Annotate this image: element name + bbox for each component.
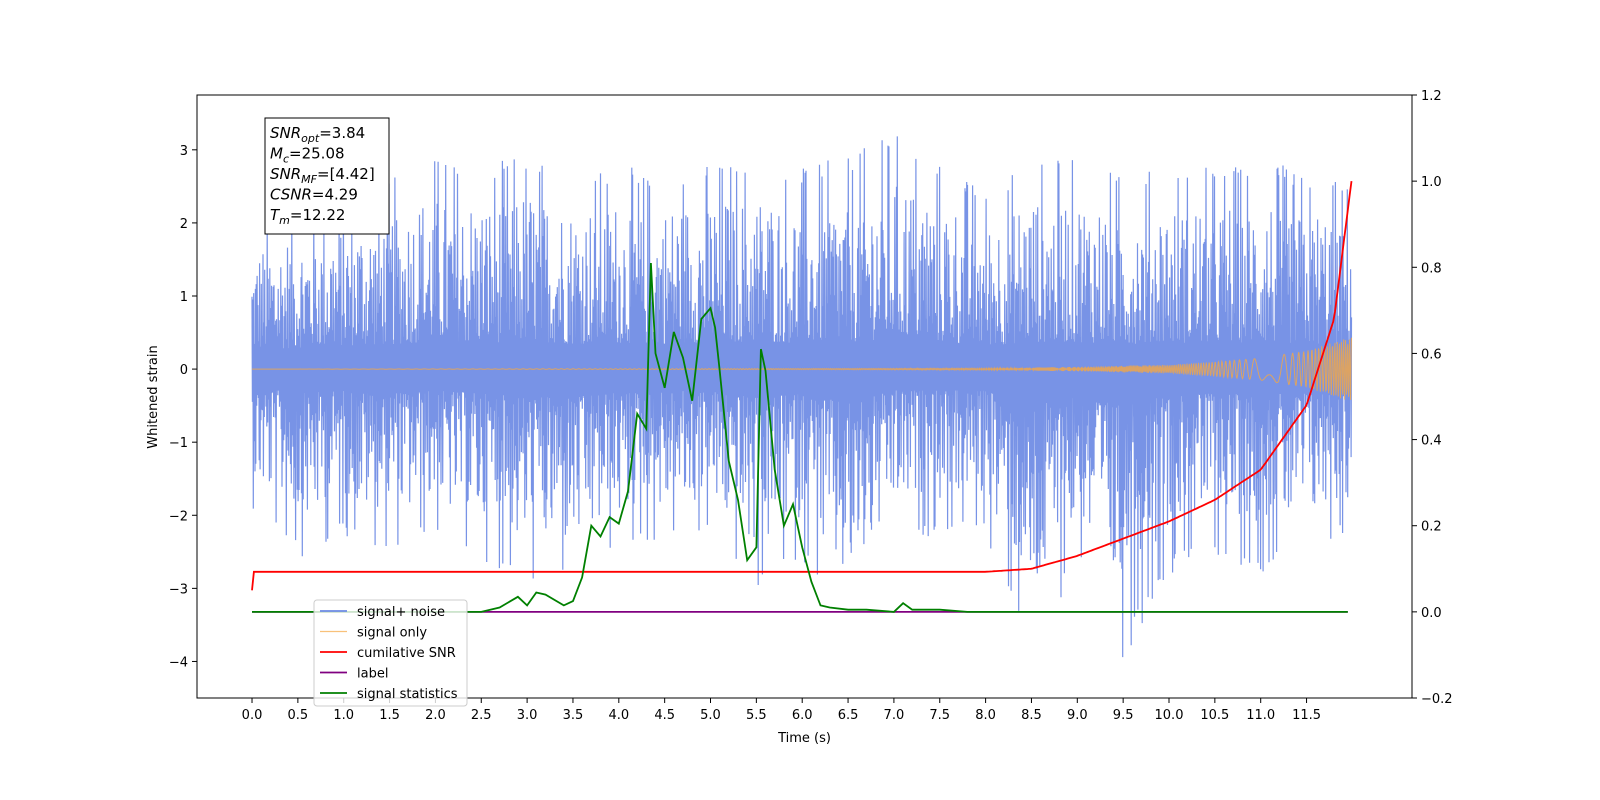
- legend-entry: signal only: [357, 626, 427, 641]
- legend: signal+ noise signal only cumilative SNR la…: [313, 599, 468, 707]
- annotation-line: Mc=25.08: [270, 145, 345, 166]
- annotation-box: SNRopt=3.84Mc=25.08SNRMF=[4.42]CSNR=4.29…: [264, 117, 390, 235]
- x-tick-label: 10.5: [1200, 708, 1229, 723]
- x-tick-label: 6.0: [792, 708, 813, 723]
- annotation-value: =[4.42]: [317, 165, 375, 183]
- annotation-value: =12.22: [290, 206, 346, 224]
- y2-tick-label: 1.0: [1421, 175, 1442, 190]
- x-tick-label: 3.5: [563, 708, 584, 723]
- x-tick-label: 10.0: [1155, 708, 1184, 723]
- y-tick-label: −2: [169, 509, 188, 524]
- y-tick-label: 2: [180, 217, 188, 232]
- y-tick-label: 3: [180, 144, 188, 159]
- annotation-line: SNRMF=[4.42]: [270, 165, 375, 186]
- plot-area: [251, 136, 1353, 658]
- y2-tick-label: 1.2: [1421, 89, 1442, 104]
- annotation-symbol: T: [270, 206, 281, 224]
- x-tick-label: 4.0: [608, 708, 629, 723]
- x-tick-label: 9.5: [1113, 708, 1134, 723]
- y-tick-label: −3: [169, 582, 188, 597]
- legend-entry: signal statistics: [357, 687, 458, 702]
- annotation-line: Tm=12.22: [270, 206, 345, 227]
- annotation-value: =25.08: [289, 145, 345, 163]
- series-signal-noise: [251, 136, 1353, 658]
- annotation-line: SNRopt=3.84: [270, 124, 365, 145]
- x-tick-label: 0.5: [288, 708, 309, 723]
- annotation-subscript: c: [283, 153, 289, 166]
- legend-entry: signal+ noise: [357, 605, 445, 620]
- annotation-symbol: SNR: [270, 124, 301, 142]
- x-tick-label: 2.5: [471, 708, 492, 723]
- x-tick-label: 11.0: [1246, 708, 1275, 723]
- x-tick-label: 2.0: [425, 708, 446, 723]
- y2-tick-label: 0.8: [1421, 261, 1442, 276]
- y-tick-label: 1: [180, 290, 188, 305]
- annotation-symbol: M: [270, 145, 283, 163]
- x-axis-label: Time (s): [777, 731, 831, 746]
- annotation-symbol: CSNR: [270, 186, 312, 204]
- x-tick-label: 1.5: [379, 708, 400, 723]
- y-tick-label: 0: [180, 363, 188, 378]
- series-cumulative-snr: [251, 180, 1353, 591]
- legend-entry: cumilative SNR: [357, 646, 456, 661]
- annotation-subscript: MF: [301, 173, 317, 186]
- axes-frame: [196, 94, 1413, 699]
- y2-tick-label: −0.2: [1421, 692, 1453, 707]
- x-tick-label: 11.5: [1292, 708, 1321, 723]
- annotation-value: =3.84: [319, 124, 365, 142]
- y-axis-label: Whitened strain: [146, 345, 161, 448]
- y-tick-label: −4: [169, 655, 188, 670]
- annotation-subscript: m: [279, 214, 290, 227]
- series-signal-only: [252, 337, 1352, 400]
- legend-entry: label: [357, 667, 388, 682]
- axes: 0.0 0.5 1.0 1.5 2.0 2.5 3.0 3.5 4.0 4.5 5.0 5.5 6.0 6…: [146, 89, 1453, 746]
- x-tick-label: 5.0: [700, 708, 721, 723]
- y2-tick-label: 0.2: [1421, 520, 1442, 535]
- y2-tick-label: 0.6: [1421, 347, 1442, 362]
- annotation-subscript: opt: [301, 132, 320, 145]
- x-tick-label: 9.0: [1067, 708, 1088, 723]
- series-signal-statistics: [252, 262, 1348, 613]
- x-tick-label: 7.5: [929, 708, 950, 723]
- annotation-symbol: SNR: [270, 165, 301, 183]
- annotation-value: =4.29: [312, 186, 358, 204]
- x-tick-label: 0.0: [242, 708, 263, 723]
- x-tick-label: 6.5: [838, 708, 859, 723]
- x-tick-label: 3.0: [517, 708, 538, 723]
- y2-tick-label: 0.0: [1421, 606, 1442, 621]
- annotation-line: CSNR=4.29: [270, 186, 358, 204]
- x-tick-label: 5.5: [746, 708, 767, 723]
- y-tick-label: −1: [169, 436, 188, 451]
- legend-frame: [313, 599, 468, 707]
- x-tick-label: 8.0: [975, 708, 996, 723]
- y2-tick-label: 0.4: [1421, 434, 1442, 449]
- annotation-frame: [264, 117, 390, 235]
- x-tick-label: 7.0: [884, 708, 905, 723]
- x-tick-label: 1.0: [333, 708, 354, 723]
- x-tick-label: 4.5: [654, 708, 675, 723]
- x-tick-label: 8.5: [1021, 708, 1042, 723]
